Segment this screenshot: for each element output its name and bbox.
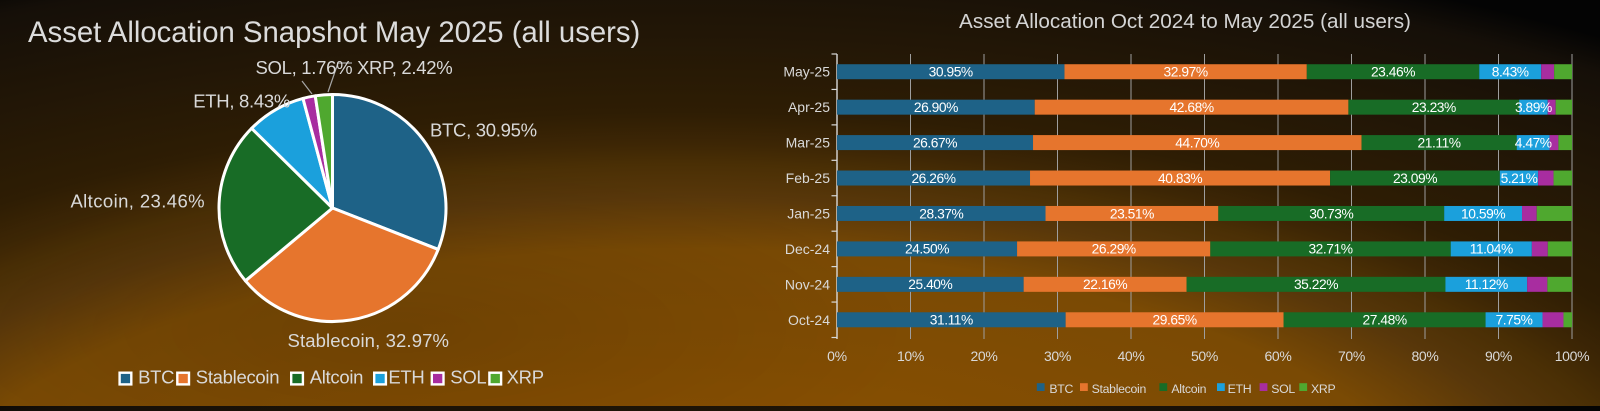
svg-text:ETH: ETH (1228, 382, 1252, 396)
svg-text:Altcoin, 23.46%: Altcoin, 23.46% (70, 191, 205, 212)
svg-text:28.37%: 28.37% (919, 206, 963, 221)
svg-text:XRP: XRP (507, 367, 544, 388)
svg-text:Stablecoin: Stablecoin (196, 367, 279, 388)
svg-text:Dec-24: Dec-24 (785, 241, 830, 257)
svg-text:Asset Allocation Oct 2024 to M: Asset Allocation Oct 2024 to May 2025 (a… (959, 10, 1411, 33)
svg-text:26.67%: 26.67% (913, 135, 957, 150)
svg-text:24.50%: 24.50% (905, 242, 949, 257)
svg-text:10%: 10% (897, 348, 924, 364)
svg-text:SOL, 1.76%: SOL, 1.76% (256, 57, 353, 78)
svg-text:BTC: BTC (1049, 382, 1073, 396)
svg-text:40%: 40% (1117, 348, 1144, 364)
svg-text:32.97%: 32.97% (1164, 65, 1208, 80)
svg-text:50%: 50% (1191, 348, 1218, 364)
svg-text:30.73%: 30.73% (1309, 206, 1353, 221)
svg-text:23.09%: 23.09% (1393, 171, 1437, 186)
svg-text:23.51%: 23.51% (1110, 206, 1154, 221)
svg-text:Apr-25: Apr-25 (788, 99, 830, 115)
svg-text:0%: 0% (827, 348, 847, 364)
svg-text:4.47%: 4.47% (1515, 135, 1552, 150)
svg-text:22.16%: 22.16% (1083, 277, 1127, 292)
svg-text:27.48%: 27.48% (1363, 313, 1407, 328)
svg-text:26.29%: 26.29% (1092, 242, 1136, 257)
svg-text:Stablecoin: Stablecoin (1092, 382, 1147, 396)
svg-text:Feb-25: Feb-25 (786, 170, 831, 186)
svg-text:29.65%: 29.65% (1153, 313, 1197, 328)
svg-text:5.21%: 5.21% (1501, 171, 1538, 186)
svg-text:SOL: SOL (450, 367, 486, 388)
svg-text:3.89%: 3.89% (1515, 100, 1552, 115)
svg-text:35.22%: 35.22% (1294, 277, 1338, 292)
svg-text:90%: 90% (1485, 348, 1512, 364)
svg-text:10.59%: 10.59% (1461, 206, 1505, 221)
svg-text:26.90%: 26.90% (914, 100, 958, 115)
svg-text:Nov-24: Nov-24 (785, 276, 830, 292)
svg-text:32.71%: 32.71% (1308, 242, 1352, 257)
svg-text:30%: 30% (1044, 348, 1071, 364)
svg-text:21.11%: 21.11% (1418, 135, 1461, 150)
svg-text:25.40%: 25.40% (908, 277, 952, 292)
svg-text:23.46%: 23.46% (1371, 65, 1415, 80)
svg-text:70%: 70% (1338, 348, 1365, 364)
svg-text:80%: 80% (1411, 348, 1438, 364)
svg-text:BTC, 30.95%: BTC, 30.95% (430, 120, 537, 141)
svg-text:8.43%: 8.43% (1492, 65, 1529, 80)
svg-text:31.11%: 31.11% (930, 313, 973, 328)
svg-text:Jan-25: Jan-25 (787, 206, 830, 222)
svg-text:42.68%: 42.68% (1170, 100, 1214, 115)
svg-text:30.95%: 30.95% (929, 65, 973, 80)
svg-text:BTC: BTC (138, 367, 174, 388)
svg-text:Altcoin: Altcoin (1171, 382, 1206, 396)
svg-text:XRP, 2.42%: XRP, 2.42% (357, 57, 452, 78)
svg-text:Mar-25: Mar-25 (786, 135, 831, 151)
svg-text:ETH, 8.43%: ETH, 8.43% (193, 91, 290, 112)
svg-text:Altcoin: Altcoin (310, 367, 363, 388)
svg-text:11.04%: 11.04% (1470, 242, 1513, 257)
svg-text:Stablecoin, 32.97%: Stablecoin, 32.97% (288, 330, 450, 351)
svg-text:40.83%: 40.83% (1158, 171, 1202, 186)
svg-text:XRP: XRP (1311, 382, 1335, 396)
svg-text:23.23%: 23.23% (1412, 100, 1456, 115)
svg-text:100%: 100% (1555, 348, 1590, 364)
svg-text:SOL: SOL (1271, 382, 1295, 396)
svg-text:May-25: May-25 (783, 64, 830, 80)
svg-text:ETH: ETH (388, 367, 424, 388)
svg-text:20%: 20% (970, 348, 997, 364)
svg-text:44.70%: 44.70% (1175, 135, 1219, 150)
svg-text:60%: 60% (1264, 348, 1291, 364)
svg-text:7.75%: 7.75% (1496, 313, 1533, 328)
svg-text:Asset Allocation Snapshot May: Asset Allocation Snapshot May 2025 (all … (28, 16, 640, 49)
svg-text:11.12%: 11.12% (1465, 277, 1508, 292)
svg-text:Oct-24: Oct-24 (788, 312, 830, 328)
svg-text:26.26%: 26.26% (911, 171, 955, 186)
